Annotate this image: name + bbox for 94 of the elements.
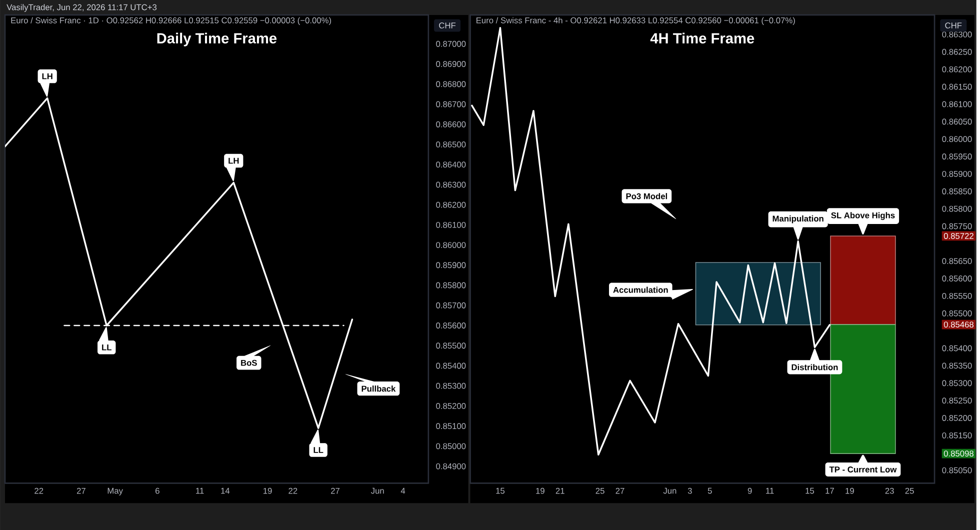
y-tick-label: 0.85250: [942, 398, 972, 404]
x-tick-label: 19: [536, 488, 544, 494]
x-tick-label: 3: [688, 488, 692, 494]
y-tick-label: 0.86000: [942, 136, 972, 142]
annotation: LH: [42, 73, 52, 80]
y-tick-label: 0.85750: [942, 223, 972, 230]
y-tick-label: 0.86100: [436, 222, 466, 228]
y-tick-label: 0.85300: [436, 382, 466, 389]
y-tick-label: 0.85650: [942, 258, 972, 264]
y-tick-label: 0.86050: [942, 118, 972, 125]
y-tick-label: 0.87000: [436, 40, 466, 47]
annotation: TP - Current Low: [829, 466, 897, 472]
x-tick-label: 9: [748, 488, 752, 494]
y-tick-label: 0.85722: [944, 233, 974, 239]
annotation: BoS: [241, 360, 257, 366]
y-tick-label: 0.86000: [436, 242, 466, 248]
x-tick-label: 19: [264, 488, 272, 494]
y-tick-label: 0.85150: [942, 432, 972, 438]
x-tick-label: 17: [826, 488, 834, 494]
annotation: Po3 Model: [626, 193, 668, 200]
x-tick-label: 22: [288, 488, 298, 494]
y-tick-label: 0.85900: [942, 170, 972, 177]
y-tick-label: 0.85800: [436, 282, 466, 288]
y-tick-label: 0.85200: [436, 402, 466, 409]
y-tick-label: 0.86100: [942, 101, 972, 108]
x-tick-label: 11: [766, 488, 774, 494]
x-tick-label: Jun: [663, 488, 676, 494]
x-tick-label: 11: [196, 488, 204, 494]
annotation: Manipulation: [772, 215, 824, 224]
annotation: LH: [228, 158, 239, 164]
bar: [695, 262, 821, 326]
y-tick-label: 0.85800: [942, 206, 972, 212]
y-tick-label: 0.85950: [942, 154, 972, 160]
x-tick-label: 25: [905, 488, 914, 494]
annotation: SL Above Highs: [831, 212, 895, 220]
chart-subtitle: Euro / Swiss Franc - 4h - O0.92621 H0.92633 L0.92554 C0.92560 −0.00061 (−0.07%): [476, 17, 795, 25]
x-tick-label: 14: [221, 488, 230, 494]
x-tick-label: 5: [708, 488, 712, 494]
y-tick-label: 0.85050: [942, 467, 972, 474]
y-tick-label: 0.86200: [942, 66, 972, 72]
x-tick-label: 27: [616, 488, 624, 494]
x-tick-label: 22: [34, 488, 44, 494]
x-tick-label: Jun: [370, 488, 384, 494]
x-tick-label: 27: [331, 488, 340, 494]
y-tick-label: 0.86900: [436, 61, 466, 67]
x-tick-label: 27: [76, 488, 86, 494]
y-tick-label: 0.85098: [944, 450, 974, 457]
y-tick-label: 0.85100: [436, 423, 466, 430]
y-tick-label: 0.85700: [436, 302, 466, 308]
annotation: LL: [314, 447, 324, 453]
y-tick-label: 0.86800: [436, 81, 466, 88]
y-tick-label: 0.85468: [944, 322, 974, 328]
y-axis-title: CHF: [439, 22, 456, 28]
x-tick-label: 15: [496, 488, 505, 494]
y-tick-label: 0.85400: [942, 345, 972, 352]
y-axis-title: CHF: [945, 22, 962, 28]
x-tick-label: 4: [400, 488, 406, 494]
y-tick-label: 0.85400: [436, 362, 466, 369]
y-tick-label: 0.85300: [942, 380, 972, 386]
x-tick-label: 21: [556, 488, 564, 494]
y-tick-label: 0.86300: [942, 31, 972, 38]
x-tick-label: 19: [846, 488, 854, 494]
text: Daily Time Frame: [157, 32, 277, 46]
y-tick-label: 0.85900: [436, 262, 466, 268]
x-tick-label: May: [108, 488, 123, 496]
x-tick-label: 23: [885, 488, 894, 494]
annotation: Pullback: [362, 386, 396, 392]
y-tick-label: 0.85000: [436, 443, 466, 450]
y-tick-label: 0.85550: [942, 292, 972, 299]
y-tick-label: 0.85350: [942, 362, 972, 369]
y-tick-label: 0.86200: [436, 202, 466, 208]
annotation: LL: [102, 344, 112, 350]
y-tick-label: 0.85200: [942, 415, 972, 421]
annotation: Distribution: [792, 364, 838, 370]
y-tick-label: 0.86400: [436, 162, 466, 168]
x-tick-label: 15: [806, 488, 814, 494]
x-tick-label: 25: [596, 488, 604, 494]
y-tick-label: 0.86700: [436, 101, 466, 108]
text: 4H Time Frame: [650, 32, 754, 44]
y-tick-label: 0.84900: [436, 463, 466, 470]
y-tick-label: 0.86150: [942, 84, 972, 90]
y-tick-label: 0.85500: [942, 310, 972, 316]
y-tick-label: 0.85500: [436, 342, 466, 349]
y-tick-label: 0.86500: [436, 142, 466, 148]
annotation: Accumulation: [613, 286, 668, 293]
y-tick-label: 0.85600: [436, 322, 466, 328]
y-tick-label: 0.86600: [436, 121, 466, 128]
x-tick-label: 6: [156, 488, 160, 494]
y-tick-label: 0.85850: [942, 188, 972, 194]
chart-subtitle: Euro / Swiss Franc · 1D · O0.92562 H0.92666 L0.92515 C0.92559 −0.00003 (−0.00%): [11, 17, 332, 25]
y-tick-label: 0.86250: [942, 48, 972, 55]
y-tick-label: 0.85600: [942, 276, 972, 282]
y-tick-label: 0.86300: [436, 182, 466, 188]
text: VasilyTrader, Jun 22, 2026 11:17 UTC+3: [6, 4, 157, 12]
